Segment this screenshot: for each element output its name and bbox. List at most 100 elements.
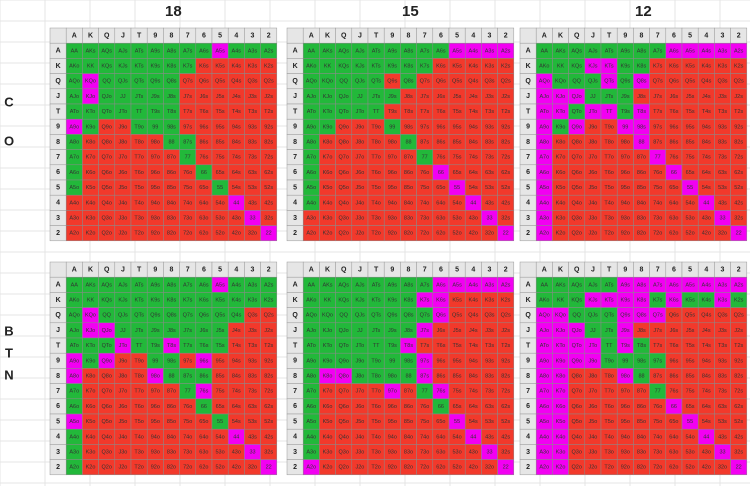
hand-label: Q5s bbox=[215, 313, 225, 319]
hand-label: Q2s bbox=[501, 313, 511, 319]
hand-label: J7s bbox=[183, 94, 192, 100]
hand-label: 76o bbox=[420, 404, 429, 410]
hand-label: 86o bbox=[404, 170, 413, 176]
rank-row-label: Q bbox=[292, 78, 298, 85]
hand-label: Q6o bbox=[571, 404, 581, 410]
hand-label: T4s bbox=[702, 343, 711, 349]
hand-label: J9s bbox=[621, 328, 630, 334]
hand-label: T6o bbox=[134, 170, 143, 176]
hand-label: 86o bbox=[637, 404, 646, 410]
hand-label: 64s bbox=[702, 404, 711, 410]
rank-header: 8 bbox=[407, 266, 411, 273]
rank-header: A bbox=[72, 266, 77, 273]
hand-label: KTo bbox=[86, 109, 95, 115]
hand-label: AQo bbox=[539, 79, 550, 85]
hand-label: AJo bbox=[540, 328, 549, 334]
hand-label: 32o bbox=[248, 231, 257, 237]
rank-row-label: A bbox=[526, 282, 531, 289]
rank-header: Q bbox=[341, 266, 347, 273]
hand-label: KQs bbox=[338, 297, 349, 303]
hand-label: TT bbox=[136, 109, 143, 115]
hand-label: T4o bbox=[604, 434, 613, 440]
hand-label: J8s bbox=[404, 328, 413, 334]
hand-label: Q6o bbox=[338, 170, 348, 176]
rank-row-label: K bbox=[56, 63, 61, 70]
hand-label: K4s bbox=[469, 297, 479, 303]
hand-label: JJ bbox=[357, 94, 363, 100]
rank-row-label: 8 bbox=[526, 373, 530, 380]
hand-label: T9o bbox=[134, 358, 143, 364]
hand-label: A8s bbox=[404, 282, 414, 288]
hand-label: J8o bbox=[588, 139, 597, 145]
hand-label: T4s bbox=[232, 109, 241, 115]
hand-label: 72s bbox=[501, 155, 510, 161]
hand-label: 63s bbox=[248, 170, 257, 176]
hand-label: A2o bbox=[306, 231, 316, 237]
hand-label: 52s bbox=[501, 185, 510, 191]
hand-label: KJo bbox=[556, 328, 565, 334]
rank-header: A bbox=[309, 266, 314, 273]
hand-label: J2s bbox=[734, 94, 743, 100]
rank-header: T bbox=[607, 266, 612, 273]
hand-label: K5o bbox=[556, 185, 566, 191]
hand-label: A8s bbox=[167, 282, 177, 288]
hand-label: 64s bbox=[232, 404, 241, 410]
hand-label: Q7s bbox=[183, 79, 193, 85]
hand-label: ATs bbox=[135, 48, 144, 54]
hand-label: A5s bbox=[215, 48, 225, 54]
hand-label: AQs bbox=[338, 48, 349, 54]
hand-label: 65s bbox=[216, 404, 225, 410]
hand-label: QTs bbox=[604, 79, 614, 85]
hand-label: 83o bbox=[167, 449, 176, 455]
hand-label: 54o bbox=[686, 200, 695, 206]
hand-label: K4o bbox=[556, 200, 566, 206]
hand-label: A8o bbox=[69, 373, 79, 379]
hand-label: T6s bbox=[199, 109, 208, 115]
hand-label: 84o bbox=[404, 200, 413, 206]
hand-label: 86o bbox=[404, 404, 413, 410]
hand-label: T8o bbox=[371, 139, 380, 145]
hand-label: 76s bbox=[199, 389, 208, 395]
hand-label: 43s bbox=[718, 200, 727, 206]
hand-label: 63o bbox=[436, 215, 445, 221]
hand-label: 73s bbox=[718, 155, 727, 161]
hand-label: A4o bbox=[306, 434, 316, 440]
hand-label: 74s bbox=[232, 155, 241, 161]
hand-label: A4s bbox=[232, 282, 242, 288]
hand-label: QJo bbox=[339, 94, 349, 100]
hand-label: 43s bbox=[485, 434, 494, 440]
hand-label: QTs bbox=[371, 79, 381, 85]
hand-label: Q2s bbox=[734, 79, 744, 85]
hand-label: A4o bbox=[539, 434, 549, 440]
rank-row-label: A bbox=[56, 48, 61, 55]
hand-label: 94s bbox=[232, 124, 241, 130]
hand-label: J3s bbox=[718, 94, 727, 100]
hand-label: J4s bbox=[702, 94, 711, 100]
hand-label: 72s bbox=[501, 389, 510, 395]
hand-label: 72s bbox=[734, 155, 743, 161]
hand-label: J4o bbox=[355, 434, 364, 440]
hand-label: KJo bbox=[323, 94, 332, 100]
hand-label: T3s bbox=[248, 109, 257, 115]
hand-label: QJs bbox=[118, 79, 128, 85]
hand-label: 44 bbox=[470, 200, 476, 206]
hand-label: A2o bbox=[539, 465, 549, 471]
rank-header: J bbox=[358, 32, 362, 39]
rank-header: K bbox=[88, 266, 93, 273]
hand-label: A9s bbox=[621, 282, 631, 288]
rank-header: 3 bbox=[721, 32, 725, 39]
hand-label: 96s bbox=[436, 124, 445, 130]
hand-label: AKs bbox=[85, 282, 95, 288]
hand-label: KTo bbox=[86, 343, 95, 349]
hand-label: Q8o bbox=[338, 139, 348, 145]
rank-header: K bbox=[325, 32, 330, 39]
hand-label: T7s bbox=[420, 109, 429, 115]
hand-label: JJ bbox=[120, 94, 126, 100]
hand-label: T9o bbox=[134, 124, 143, 130]
hand-label: 82o bbox=[167, 465, 176, 471]
hand-label: 75o bbox=[420, 185, 429, 191]
hand-label: J4s bbox=[232, 328, 241, 334]
hand-label: 72o bbox=[653, 231, 662, 237]
hand-label: A6o bbox=[69, 170, 79, 176]
